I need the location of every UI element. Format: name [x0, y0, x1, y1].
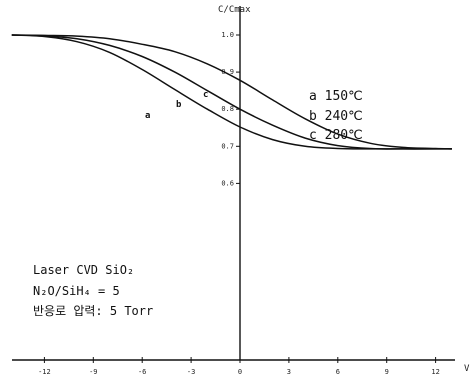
x-tick-label: 6 — [336, 368, 340, 376]
curves — [11, 34, 452, 150]
legend-entry-c: c 280℃ — [309, 128, 363, 143]
x-tick-label: -6 — [138, 368, 146, 376]
x-axis-label: V — [464, 364, 470, 374]
series-line-a — [11, 34, 452, 150]
curve-labels: a b c — [145, 90, 208, 121]
sample-notes: Laser CVD SiO₂ N₂O/SiH₄ = 5 반응로 압력: 5 To… — [33, 263, 153, 318]
series-line-c — [11, 34, 452, 150]
x-tick-label: -12 — [38, 368, 51, 376]
x-tick-label: -9 — [89, 368, 97, 376]
legend-entry-b: b 240℃ — [309, 109, 363, 124]
x-tick-label: 9 — [385, 368, 389, 376]
legend: a 150℃ b 240℃ c 280℃ — [309, 89, 363, 143]
y-tick-label: 0.7 — [221, 142, 234, 150]
y-tick-label: 0.8 — [221, 105, 234, 113]
x-tick-label: 3 — [287, 368, 291, 376]
y-tick-label: 0.6 — [221, 179, 234, 187]
series-line-b — [11, 34, 452, 150]
y-axis-label: C/Cmax — [218, 5, 251, 15]
x-tick-label: -3 — [187, 368, 195, 376]
curve-label-c: c — [203, 90, 208, 100]
x-tick-label: 12 — [431, 368, 439, 376]
note-gas-ratio: N₂O/SiH₄ = 5 — [33, 284, 120, 298]
y-tick-label: 1.0 — [221, 31, 234, 39]
note-pressure: 반응로 압력: 5 Torr — [33, 304, 153, 318]
x-tick-label: 0 — [238, 368, 242, 376]
curve-label-b: b — [176, 100, 182, 110]
note-material: Laser CVD SiO₂ — [33, 263, 134, 277]
legend-entry-a: a 150℃ — [309, 89, 363, 104]
y-tick-label: 0.9 — [221, 68, 234, 76]
curve-label-a: a — [145, 111, 150, 121]
axes: -12 -9 -6 -3 0 3 6 9 12 1.0 0.9 0.8 0.7 0.6 — [12, 6, 455, 376]
